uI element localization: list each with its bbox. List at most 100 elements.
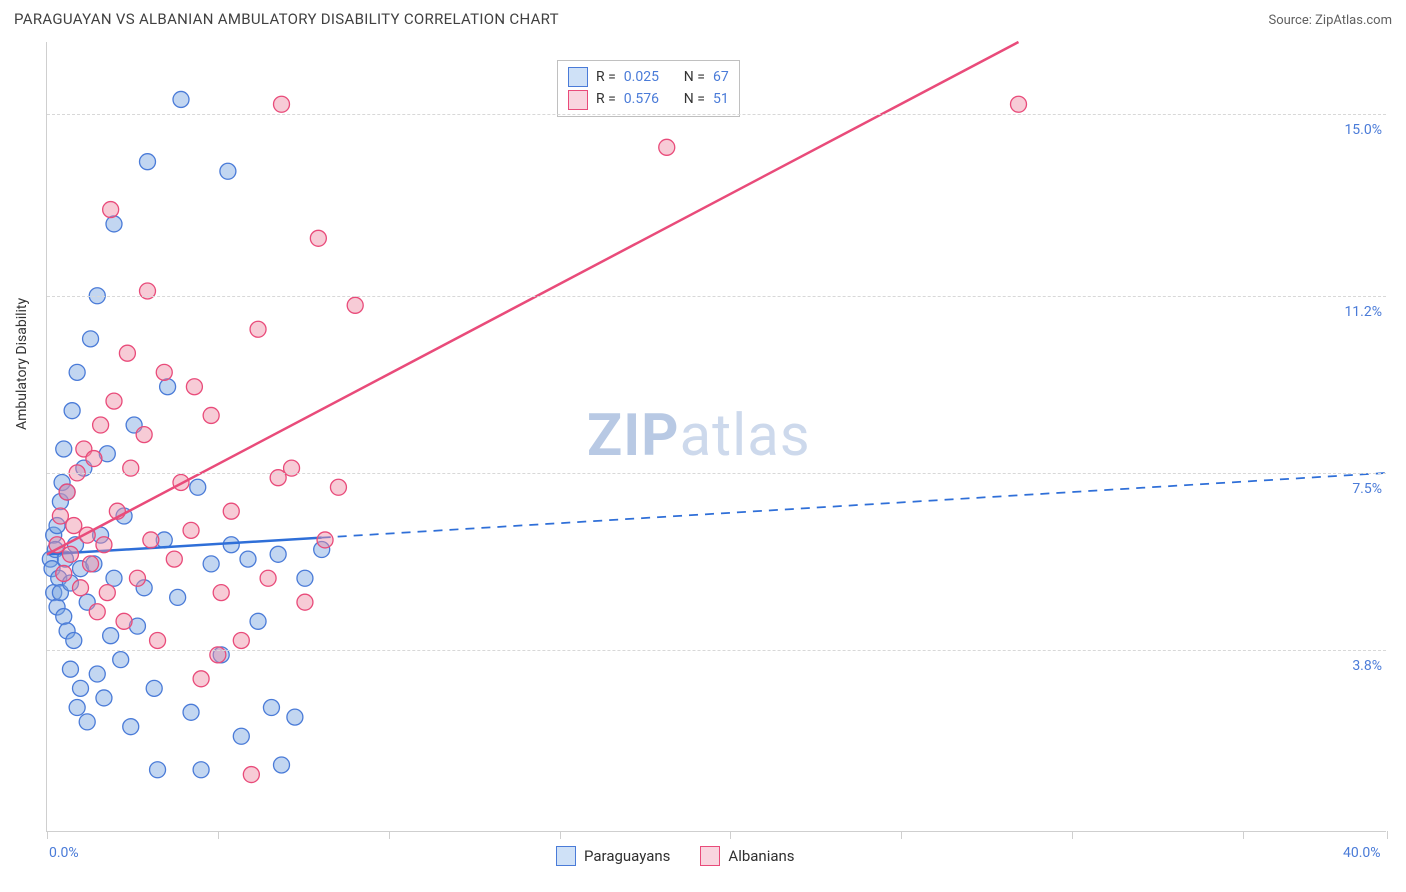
- data-point: [250, 321, 266, 337]
- legend-swatch: [568, 90, 588, 110]
- data-point: [62, 661, 78, 677]
- stats-legend-row: R =0.576N =51: [568, 88, 729, 110]
- data-point: [119, 345, 135, 361]
- data-point: [143, 532, 159, 548]
- data-point: [193, 762, 209, 778]
- gridline: [47, 650, 1386, 651]
- data-point: [347, 297, 363, 313]
- legend-swatch: [568, 67, 588, 87]
- data-point: [223, 503, 239, 519]
- data-point: [213, 585, 229, 601]
- data-point: [83, 331, 99, 347]
- data-point: [263, 700, 279, 716]
- stats-legend-row: R = 0.025 N = 67: [568, 66, 729, 88]
- data-point: [66, 632, 82, 648]
- data-point: [146, 680, 162, 696]
- x-tick: [389, 831, 390, 839]
- data-point: [116, 613, 132, 629]
- data-point: [59, 484, 75, 500]
- data-point: [317, 532, 333, 548]
- legend-n-label: N =: [684, 66, 705, 88]
- data-point: [93, 417, 109, 433]
- y-axis-title: Ambulatory Disability: [14, 298, 30, 430]
- data-point: [150, 632, 166, 648]
- x-tick: [1072, 831, 1073, 839]
- gridline: [47, 114, 1386, 115]
- data-point: [69, 364, 85, 380]
- data-point: [86, 451, 102, 467]
- data-point: [330, 479, 346, 495]
- data-point: [106, 570, 122, 586]
- data-point: [106, 216, 122, 232]
- x-tick: [560, 831, 561, 839]
- x-tick: [47, 831, 48, 839]
- data-point: [106, 393, 122, 409]
- x-tick: [218, 831, 219, 839]
- chart-svg: [47, 42, 1386, 831]
- series-legend-label: Albanians: [728, 847, 794, 865]
- trend-line: [47, 42, 1019, 554]
- data-point: [297, 594, 313, 610]
- data-point: [274, 96, 290, 112]
- data-point: [287, 709, 303, 725]
- data-point: [250, 613, 266, 629]
- gridline: [47, 473, 1386, 474]
- data-point: [140, 154, 156, 170]
- data-point: [113, 652, 129, 668]
- legend-swatch: [700, 846, 720, 866]
- data-point: [223, 537, 239, 553]
- data-point: [66, 518, 82, 534]
- y-tick-label: 7.5%: [1352, 481, 1390, 497]
- data-point: [183, 704, 199, 720]
- data-point: [52, 508, 68, 524]
- data-point: [260, 570, 276, 586]
- data-point: [103, 628, 119, 644]
- data-point: [73, 580, 89, 596]
- data-point: [274, 757, 290, 773]
- data-point: [186, 379, 202, 395]
- data-point: [203, 556, 219, 572]
- data-point: [83, 556, 99, 572]
- series-legend-label: Paraguayans: [584, 847, 670, 865]
- data-point: [170, 589, 186, 605]
- data-point: [183, 522, 199, 538]
- data-point: [64, 403, 80, 419]
- data-point: [220, 163, 236, 179]
- data-point: [99, 585, 115, 601]
- x-tick-label: 0.0%: [49, 845, 79, 861]
- data-point: [73, 680, 89, 696]
- legend-n-value: 51: [713, 88, 729, 110]
- legend-r-value: 0.025: [624, 66, 676, 88]
- data-point: [190, 479, 206, 495]
- data-point: [79, 714, 95, 730]
- data-point: [62, 546, 78, 562]
- data-point: [160, 379, 176, 395]
- y-tick-label: 11.2%: [1344, 304, 1390, 320]
- x-tick: [730, 831, 731, 839]
- x-tick: [1387, 831, 1388, 839]
- data-point: [193, 671, 209, 687]
- data-point: [166, 551, 182, 567]
- data-point: [310, 230, 326, 246]
- data-point: [56, 609, 72, 625]
- gridline: [47, 296, 1386, 297]
- stats-legend: R =0.025N =67R =0.576N =51: [557, 60, 740, 117]
- data-point: [123, 719, 139, 735]
- data-point: [136, 427, 152, 443]
- data-point: [233, 632, 249, 648]
- data-point: [103, 202, 119, 218]
- data-point: [156, 364, 172, 380]
- data-point: [233, 728, 249, 744]
- data-point: [240, 551, 256, 567]
- data-point: [297, 570, 313, 586]
- y-tick-label: 3.8%: [1352, 658, 1390, 674]
- data-point: [56, 441, 72, 457]
- data-point: [89, 666, 105, 682]
- x-tick: [901, 831, 902, 839]
- legend-r-label: R =: [596, 66, 616, 88]
- data-point: [129, 570, 145, 586]
- legend-n-label: N =: [684, 88, 705, 110]
- data-point: [96, 537, 112, 553]
- chart-title: PARAGUAYAN VS ALBANIAN AMBULATORY DISABI…: [14, 10, 559, 28]
- legend-n-value: 67: [713, 66, 729, 88]
